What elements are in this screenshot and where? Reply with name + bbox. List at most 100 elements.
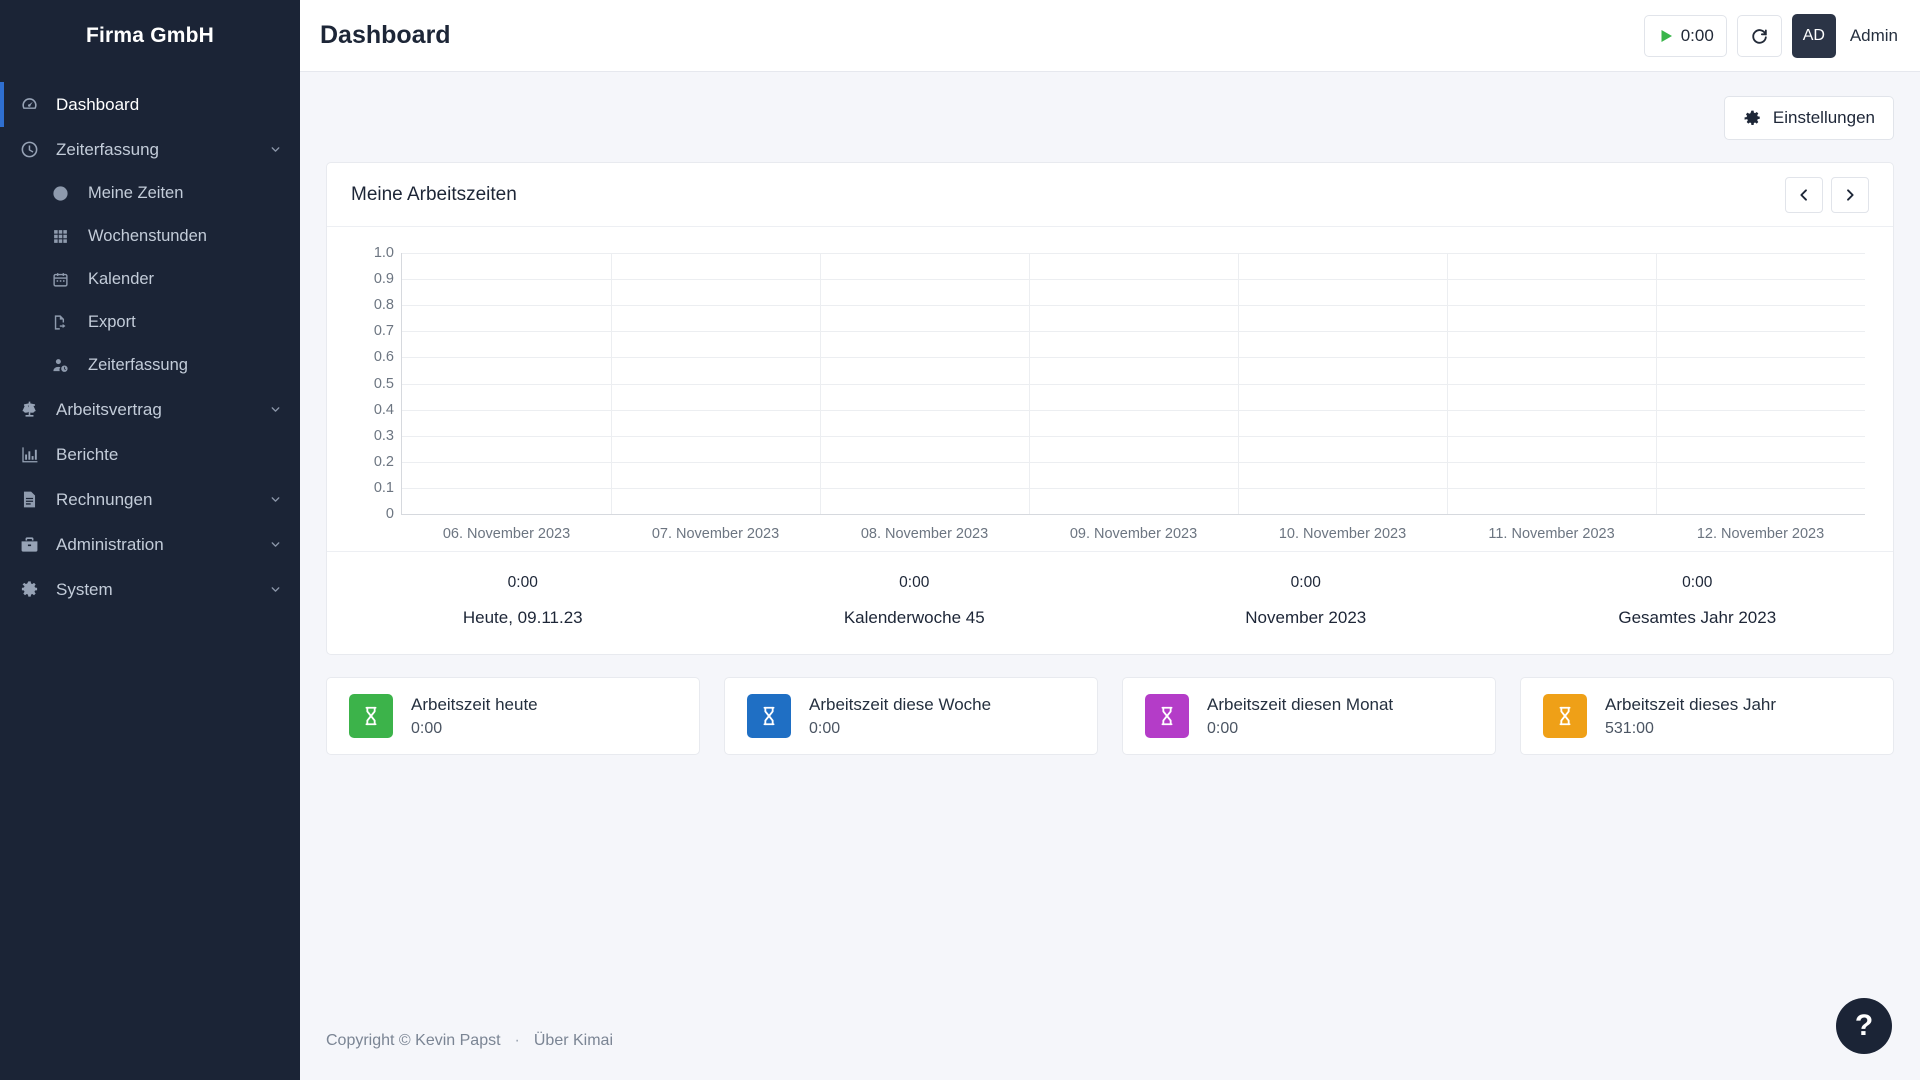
stat-value: 0:00 (1207, 719, 1239, 737)
main-area: Dashboard 0:00 AD Admin (300, 0, 1920, 1080)
sidebar-nav: Dashboard Zeiterfassung Meine Zeiten (0, 72, 300, 612)
sidebar-item-label: Berichte (56, 444, 119, 464)
sidebar-item-arbeitsvertrag[interactable]: Arbeitsvertrag (0, 387, 300, 432)
chart-gridline (1656, 253, 1657, 514)
stat-label: Arbeitszeit diesen Monat (1207, 694, 1394, 714)
about-kimai-link[interactable]: Über Kimai (533, 1032, 614, 1049)
content: Einstellungen Meine Arbeitszeiten (300, 72, 1920, 1032)
chart-gridline (402, 461, 1865, 463)
chart-gridline (402, 279, 1865, 281)
chart-gridline (402, 331, 1865, 333)
sidebar-item-label: System (56, 579, 113, 599)
stat-card: Arbeitszeit diese Woche 0:00 (724, 677, 1098, 755)
summary-value: 0:00 (899, 574, 930, 591)
sidebar-subnav-zeiterfassung: Meine Zeiten Wochenstunden Kalender (0, 172, 300, 387)
topbar-actions: 0:00 AD Admin (1643, 13, 1898, 58)
summary-label: Kalenderwoche 45 (843, 608, 985, 627)
chart-gridline (1447, 253, 1448, 514)
chart-x-tick: 09. November 2023 (1069, 526, 1198, 542)
chart-next-button[interactable] (1831, 176, 1869, 213)
sidebar-item-meine-zeiten[interactable]: Meine Zeiten (32, 172, 300, 215)
chart-prev-button[interactable] (1785, 176, 1823, 213)
user-clock-icon (52, 357, 78, 374)
footer-separator: · (514, 1032, 520, 1049)
chevron-down-icon (269, 493, 282, 506)
sidebar-item-export[interactable]: Export (32, 301, 300, 344)
avatar[interactable]: AD (1791, 13, 1836, 58)
sidebar-subitem-label: Kalender (88, 270, 155, 288)
reload-button[interactable] (1736, 14, 1782, 57)
help-button[interactable]: ? (1836, 998, 1892, 1054)
chevron-down-icon (269, 583, 282, 596)
sidebar-item-wochenstunden[interactable]: Wochenstunden (32, 215, 300, 258)
sidebar: Firma GmbH Dashboard Zeiterfassung (0, 0, 300, 1080)
gear-icon (1743, 109, 1762, 128)
chart-gridline (1029, 253, 1030, 514)
sidebar-item-label: Arbeitsvertrag (56, 399, 162, 419)
sidebar-item-kalender[interactable]: Kalender (32, 258, 300, 301)
summary-row: 0:00 Heute, 09.11.23 0:00 Kalenderwoche 45 0… (327, 551, 1893, 654)
chart-x-tick: 07. November 2023 (651, 526, 780, 542)
chart-y-tick: 1.0 (373, 245, 394, 261)
sidebar-item-zeiterfassung[interactable]: Zeiterfassung (0, 127, 300, 172)
sidebar-item-rechnungen[interactable]: Rechnungen (0, 477, 300, 522)
summary-cell: 0:00 Heute, 09.11.23 (327, 574, 719, 628)
stat-text: Arbeitszeit diesen Monat 0:00 (1207, 695, 1393, 738)
clock-icon (52, 185, 78, 202)
copyright-text: Copyright © Kevin Papst (326, 1032, 501, 1049)
sidebar-item-zeiterfassung-sub[interactable]: Zeiterfassung (32, 344, 300, 387)
summary-value: 0:00 (1682, 574, 1713, 591)
grid-icon (52, 228, 78, 245)
chart-y-tick: 0.3 (373, 427, 394, 444)
sidebar-item-label: Rechnungen (56, 489, 153, 509)
invoice-icon (20, 490, 46, 509)
sidebar-item-berichte[interactable]: Berichte (0, 432, 300, 477)
stat-card: Arbeitszeit diesen Monat 0:00 (1122, 677, 1496, 755)
stat-cards: Arbeitszeit heute 0:00 Arbeitszeit diese W… (326, 677, 1894, 755)
export-icon (52, 314, 78, 331)
chart-gridline (402, 305, 1865, 307)
chevron-down-icon (269, 538, 282, 551)
sidebar-item-dashboard[interactable]: Dashboard (0, 82, 300, 127)
chart-gridline (402, 357, 1865, 359)
stat-value: 0:00 (411, 719, 443, 737)
sidebar-subitem-label: Zeiterfassung (88, 356, 188, 374)
clock-icon (20, 140, 46, 159)
hourglass-icon (349, 694, 393, 738)
chart-y-tick: 0.8 (373, 297, 394, 314)
chart-gridline (402, 435, 1865, 437)
sidebar-item-system[interactable]: System (0, 567, 300, 612)
summary-cell: 0:00 Gesamtes Jahr 2023 (1502, 574, 1894, 628)
chart-gridline (402, 253, 1865, 254)
chart-x-tick: 10. November 2023 (1278, 526, 1407, 542)
chart-y-tick: 0.1 (373, 479, 394, 496)
stat-label: Arbeitszeit heute (411, 694, 538, 714)
chart-area: 0 0.1 0.2 0.3 0.4 0.5 0.6 0.7 0.8 0.9 1.0 06. Novem… (327, 227, 1893, 551)
chart-x-tick: 06. November 2023 (442, 526, 571, 542)
hourglass-icon (1145, 694, 1189, 738)
sidebar-item-label: Dashboard (56, 94, 140, 114)
chart-y-tick: 0.7 (373, 323, 394, 340)
settings-button[interactable]: Einstellungen (1723, 96, 1894, 140)
chart-y-tick: 0 (385, 506, 394, 522)
play-icon (1657, 27, 1675, 45)
stat-card: Arbeitszeit dieses Jahr 531:00 (1520, 677, 1894, 755)
start-timer-button[interactable]: 0:00 (1643, 14, 1727, 57)
chart-y-tick: 0.6 (373, 349, 394, 366)
username-label[interactable]: Admin (1849, 25, 1898, 45)
calendar-icon (52, 271, 78, 288)
stat-text: Arbeitszeit dieses Jahr 531:00 (1605, 695, 1776, 738)
scales-icon (20, 400, 46, 419)
sidebar-item-administration[interactable]: Administration (0, 522, 300, 567)
working-times-card: Meine Arbeitszeiten 0 0.1 0.2 0.3 0.4 0.5 0.6 0… (326, 162, 1894, 655)
summary-label: Heute, 09.11.23 (462, 608, 583, 627)
bar-chart-icon (20, 445, 46, 464)
summary-label: Gesamtes Jahr 2023 (1618, 608, 1777, 627)
sidebar-item-label: Zeiterfassung (56, 139, 159, 159)
summary-value: 0:00 (1290, 574, 1321, 591)
chart-plot: 0 0.1 0.2 0.3 0.4 0.5 0.6 0.7 0.8 0.9 1.0 06. Novem… (374, 245, 1865, 542)
chart-y-tick: 0.5 (373, 375, 394, 392)
stat-label: Arbeitszeit dieses Jahr (1605, 694, 1777, 714)
gear-icon (20, 580, 46, 599)
